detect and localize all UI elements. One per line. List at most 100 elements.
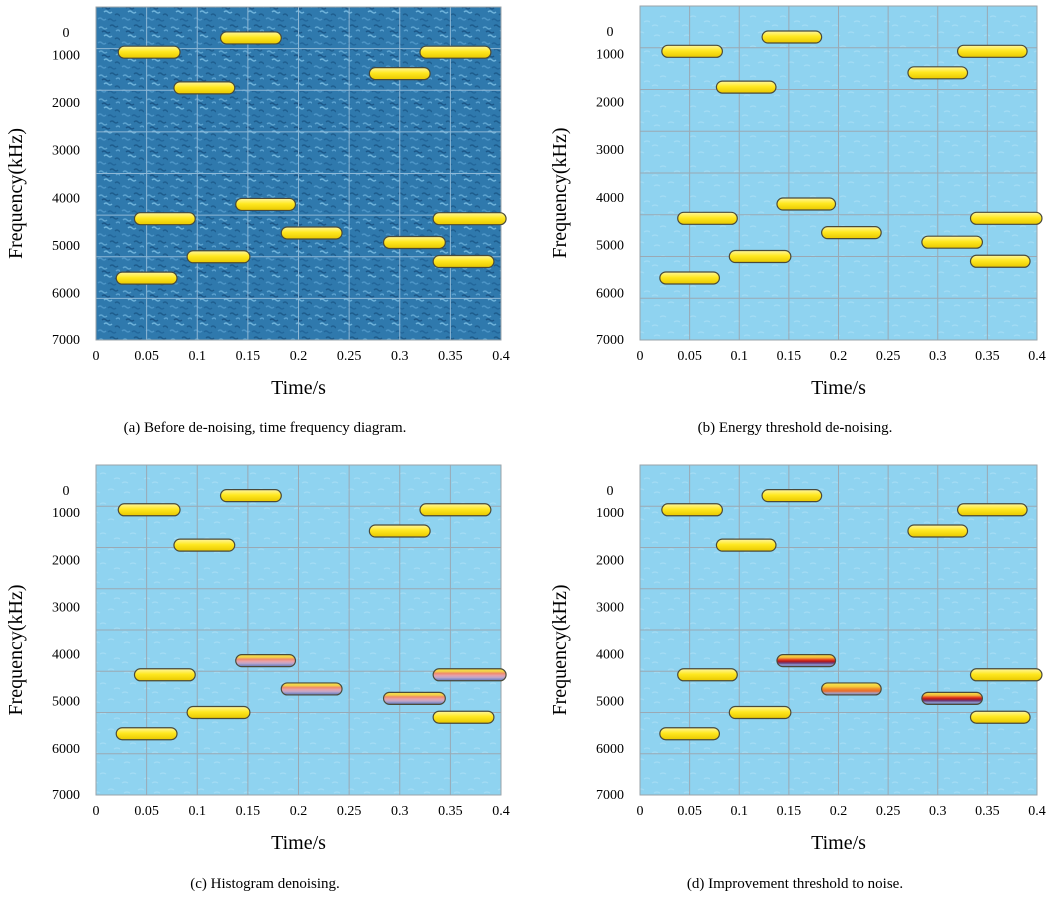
signal-segment <box>133 212 196 226</box>
signal-segment <box>133 668 196 682</box>
x-tick-label: 0.25 <box>876 349 901 364</box>
y-tick-label: 2000 <box>596 553 624 568</box>
x-tick-label: 0.1 <box>731 804 749 819</box>
signal-segment <box>219 31 282 45</box>
y-tick-label: 3000 <box>52 144 80 159</box>
time-frequency-chart-b: 0 0.05 0.1 0.15 0.2 0.25 0.3 0.35 0.4 0 1000 2000 30… <box>549 5 1046 399</box>
y-tick-label: 0 <box>63 26 70 41</box>
x-tick-label: 0.25 <box>337 804 362 819</box>
signal-segment <box>115 271 178 285</box>
y-axis-label: Frequency(kHz) <box>5 128 27 259</box>
y-tick-label: 3000 <box>596 143 624 158</box>
y-axis-label: Frequency(kHz) <box>549 127 571 258</box>
signal-segment <box>677 668 738 682</box>
x-tick-label: 0.4 <box>1028 349 1046 364</box>
signal-segment <box>115 727 178 741</box>
signal-segment <box>776 197 837 211</box>
y-tick-label: 6000 <box>52 286 80 301</box>
x-tick-label: 0.15 <box>777 804 802 819</box>
x-tick-label: 0.4 <box>492 349 510 364</box>
signal-segment <box>969 254 1031 268</box>
signal-segments <box>115 489 507 741</box>
y-tick-label: 5000 <box>596 239 624 254</box>
signal-segment <box>728 249 792 264</box>
signal-segments <box>115 31 507 285</box>
y-tick-label: 5000 <box>52 239 80 254</box>
signal-segment <box>969 710 1031 724</box>
signal-segment <box>419 503 492 517</box>
x-tick-label: 0 <box>637 349 644 364</box>
signal-segment <box>921 235 984 249</box>
x-tick-label: 0.05 <box>677 349 702 364</box>
y-tick-label: 0 <box>607 25 614 40</box>
y-tick-label: 1000 <box>52 49 80 64</box>
y-tick-label: 2000 <box>596 95 624 110</box>
signal-segment <box>419 45 492 59</box>
y-tick-label: 1000 <box>596 48 624 63</box>
y-tick-label: 4000 <box>596 648 624 663</box>
caption-d: (d) Improvement threshold to noise. <box>686 876 904 892</box>
y-axis-label: Frequency(kHz) <box>549 584 571 715</box>
x-tick-label: 0.35 <box>975 804 1000 819</box>
signal-segment <box>761 30 823 44</box>
x-tick-label: 0.3 <box>929 804 947 819</box>
x-tick-label: 0.05 <box>677 804 702 819</box>
signal-segment <box>280 226 343 240</box>
y-tick-label: 5000 <box>52 695 80 710</box>
panel-b: 0 0.05 0.1 0.15 0.2 0.25 0.3 0.35 0.4 0 1000 2000 30… <box>530 0 1060 450</box>
x-tick-label: 0.35 <box>975 349 1000 364</box>
signal-segment <box>728 705 792 720</box>
x-axis-label: Time/s <box>271 377 326 399</box>
x-tick-label: 0.05 <box>134 804 159 819</box>
x-axis-label: Time/s <box>271 832 326 854</box>
signal-segment <box>677 211 738 225</box>
x-tick-label: 0.2 <box>830 804 848 819</box>
signal-segment <box>761 489 823 503</box>
signal-segment <box>173 81 236 95</box>
signal-segment <box>661 503 723 517</box>
x-tick-label: 0.25 <box>337 349 362 364</box>
caption-b: (b) Energy threshold de-noising. <box>697 420 893 436</box>
y-tick-label: 4000 <box>52 191 80 206</box>
signal-segment <box>776 654 837 668</box>
x-tick-label: 0.3 <box>391 804 409 819</box>
y-tick-label: 6000 <box>596 286 624 301</box>
y-tick-label: 0 <box>607 484 614 499</box>
signal-segment <box>186 250 251 264</box>
panel-d: 0 0.05 0.1 0.15 0.2 0.25 0.3 0.35 0.4 0 1000 2000 30… <box>530 457 1060 901</box>
signal-segment <box>173 538 236 552</box>
y-tick-label: 2000 <box>52 96 80 111</box>
y-tick-label: 7000 <box>596 333 624 348</box>
x-tick-label: 0.15 <box>236 804 261 819</box>
y-tick-label: 2000 <box>52 553 80 568</box>
signal-segments <box>659 30 1043 285</box>
x-tick-label: 0.25 <box>876 804 901 819</box>
signal-segment <box>235 197 297 212</box>
x-tick-label: 0.35 <box>438 349 463 364</box>
y-tick-label: 6000 <box>52 742 80 757</box>
x-axis-label: Time/s <box>811 377 866 399</box>
y-tick-label: 6000 <box>596 742 624 757</box>
x-tick-label: 0.4 <box>1028 804 1046 819</box>
signal-segment <box>921 691 984 705</box>
caption-c: (c) Histogram denoising. <box>190 876 340 892</box>
time-frequency-chart-a: 0 0.05 0.1 0.15 0.2 0.25 0.3 0.35 0.4 0 1000 2000 30… <box>5 6 510 399</box>
panel-a: 0 0.05 0.1 0.15 0.2 0.25 0.3 0.35 0.4 0 1000 2000 30… <box>0 0 530 450</box>
signal-segment <box>957 503 1028 517</box>
signal-segment <box>368 66 431 81</box>
signal-segment <box>382 235 446 250</box>
y-tick-label: 1000 <box>52 506 80 521</box>
signal-segment <box>969 211 1043 225</box>
x-tick-label: 0.4 <box>492 804 510 819</box>
signal-segment <box>907 524 969 538</box>
signal-segment <box>659 271 721 285</box>
y-tick-label: 7000 <box>52 333 80 348</box>
x-tick-label: 0 <box>93 349 100 364</box>
signal-segment <box>117 503 181 517</box>
x-tick-label: 0.2 <box>830 349 848 364</box>
signal-segments <box>659 489 1043 741</box>
signal-segment <box>432 710 495 724</box>
signal-segment <box>235 654 297 668</box>
x-tick-label: 0.05 <box>134 349 159 364</box>
signal-segment <box>219 489 282 503</box>
